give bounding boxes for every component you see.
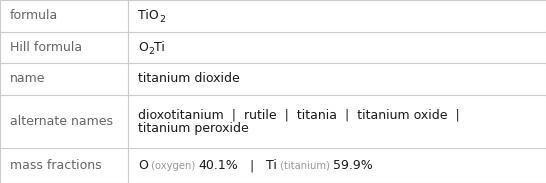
- Text: 59.9%: 59.9%: [333, 159, 373, 172]
- Text: 2: 2: [159, 15, 165, 24]
- Text: 40.1%: 40.1%: [198, 159, 238, 172]
- Text: Hill formula: Hill formula: [10, 41, 82, 54]
- Text: dioxotitanium  |  rutile  |  titania  |  titanium oxide  |: dioxotitanium | rutile | titania | titan…: [138, 108, 460, 121]
- Text: name: name: [10, 72, 45, 85]
- Text: (oxygen): (oxygen): [148, 161, 198, 171]
- Text: Ti: Ti: [154, 41, 165, 54]
- Text: O: O: [138, 159, 148, 172]
- Text: Ti: Ti: [266, 159, 277, 172]
- Text: O: O: [138, 41, 148, 54]
- Text: mass fractions: mass fractions: [10, 159, 102, 172]
- Text: TiO: TiO: [138, 9, 159, 22]
- Text: titanium dioxide: titanium dioxide: [138, 72, 240, 85]
- Text: formula: formula: [10, 9, 58, 22]
- Text: 2: 2: [148, 47, 154, 56]
- Text: (titanium): (titanium): [277, 161, 333, 171]
- Text: titanium peroxide: titanium peroxide: [138, 122, 249, 135]
- Text: alternate names: alternate names: [10, 115, 113, 128]
- Text: |: |: [238, 159, 266, 172]
